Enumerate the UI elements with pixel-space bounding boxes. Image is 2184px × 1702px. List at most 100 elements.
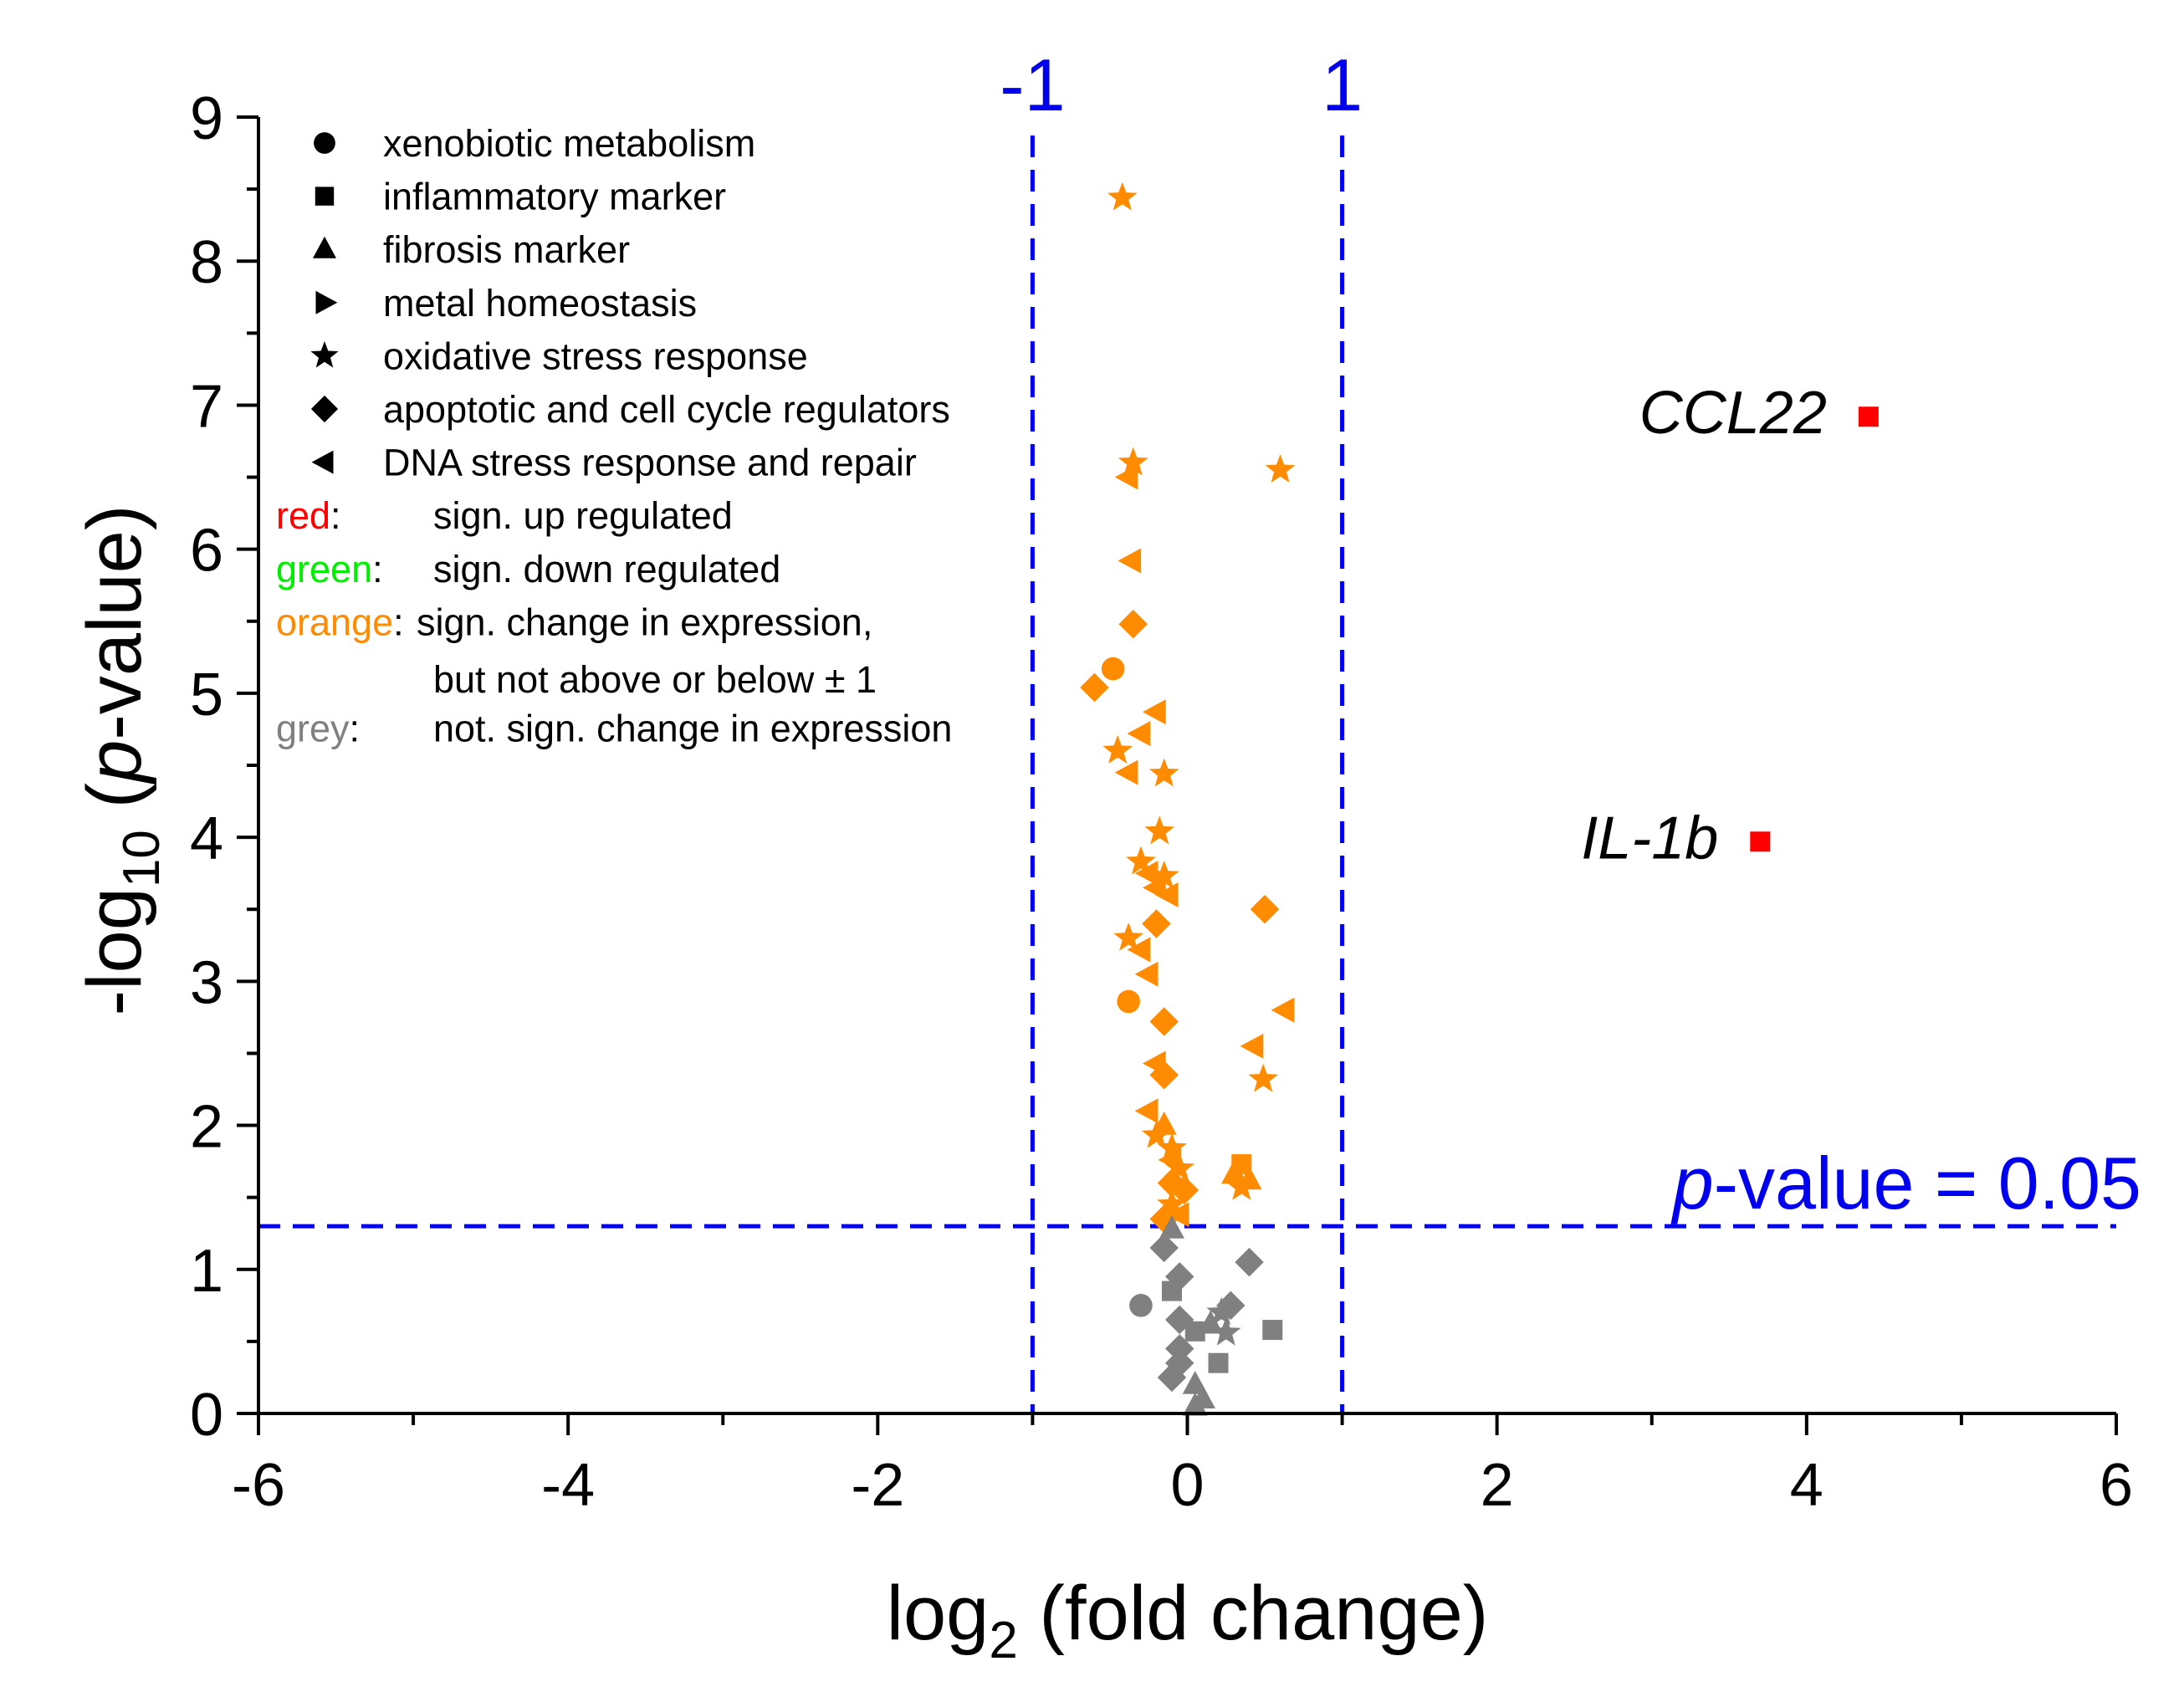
x-axis-title-sub: 2	[989, 1612, 1017, 1669]
threshold-label-fc-high: 1	[1322, 43, 1363, 126]
y-axis-title-p: p	[72, 740, 157, 785]
legend-marker-square	[315, 187, 335, 206]
data-point-change-22	[1127, 937, 1151, 963]
data-point-change-36	[1164, 1153, 1195, 1182]
y-tick-label-7: 7	[190, 373, 223, 440]
data-point-change-2	[1114, 464, 1138, 490]
legend-label-4: oxidative stress response	[383, 335, 808, 377]
data-point-change-34	[1157, 1132, 1187, 1162]
data-point-nonsig-16	[1157, 1362, 1187, 1393]
y-tick-label-0: 0	[190, 1382, 223, 1449]
y-axis-title: -log10 (p-value)	[72, 505, 171, 1016]
data-point-change-27	[1240, 1033, 1264, 1059]
legend-color-row-grey: grey:	[276, 708, 360, 750]
legend-color-key-grey: grey	[276, 708, 350, 750]
legend-color-text2-orange: but not above or below ± 1	[433, 658, 877, 701]
data-point-change-45	[1165, 1202, 1189, 1228]
y-axis-title-rest: -value)	[72, 505, 157, 740]
legend-color-row-orange: orange:	[276, 601, 404, 643]
data-point-change-23	[1134, 961, 1158, 987]
data-point-change-5	[1118, 609, 1148, 639]
data-point-nonsig-12	[1210, 1316, 1241, 1346]
legend-color-text-red: sign. up regulated	[433, 494, 733, 537]
data-point-nonsig-14	[1208, 1352, 1229, 1373]
data-point-nonsig-10	[1262, 1320, 1283, 1341]
annotation-label-0: CCL22	[1639, 380, 1827, 447]
data-point-change-13	[1144, 815, 1174, 845]
x-axis-title: log2 (fold change)	[887, 1571, 1489, 1669]
data-point-change-42	[1226, 1171, 1257, 1200]
annotation-label-1: IL-1b	[1581, 805, 1718, 871]
data-point-change-21	[1113, 922, 1143, 951]
data-point-nonsig-0	[1158, 1215, 1184, 1239]
legend-color-text-green: sign. down regulated	[433, 548, 780, 590]
legend-color-key-green: green	[276, 548, 372, 590]
data-point-change-18	[1154, 882, 1179, 907]
x-tick-label-6: 6	[2100, 1452, 2133, 1519]
data-point-change-15	[1134, 861, 1158, 887]
legend-color-key-orange: orange	[276, 601, 393, 643]
legend-label-0: xenobiotic metabolism	[383, 122, 755, 165]
data-point-change-9	[1127, 721, 1151, 747]
data-point-nonsig-4	[1161, 1280, 1182, 1301]
data-point-nonsig-1	[1149, 1233, 1179, 1263]
legend-marker-star	[310, 340, 339, 368]
data-point-nonsig-11	[1184, 1321, 1205, 1342]
threshold-layer: -1 1 p-value = 0.05	[258, 43, 2141, 1413]
legend: xenobiotic metabolism inflammatory marker…	[276, 122, 952, 750]
data-point-change-31	[1134, 1098, 1158, 1124]
threshold-label-fc-low: -1	[1000, 43, 1065, 126]
pvalue-label-rest: -value = 0.05	[1714, 1142, 2141, 1224]
y-tick-label-5: 5	[190, 662, 223, 728]
annotation-layer: CCL22 IL-1b	[1581, 380, 1827, 871]
legend-color-sep: :	[393, 601, 404, 643]
data-point-change-16	[1148, 860, 1179, 889]
legend-label-1: inflammatory marker	[383, 176, 726, 218]
data-point-change-25	[1117, 989, 1140, 1014]
y-tick-label-6: 6	[190, 518, 223, 585]
series-nonsig	[1129, 1215, 1283, 1416]
legend-marker-circle	[314, 132, 335, 154]
y-tick-label-8: 8	[190, 229, 223, 296]
data-point-nonsig-7	[1206, 1296, 1237, 1326]
legend-color-sep: :	[330, 494, 341, 537]
legend-marker-triangle-left	[311, 450, 334, 474]
x-axis-title-main: log	[887, 1571, 990, 1656]
x-tick-label-3: 0	[1170, 1452, 1204, 1519]
x-tick-label-0: -6	[232, 1452, 285, 1519]
data-point-change-20	[1142, 909, 1171, 938]
y-axis-title-sub: 10	[113, 830, 171, 887]
data-point-nonsig-19	[1182, 1392, 1208, 1416]
legend-color-sep: :	[350, 708, 361, 750]
legend-marker-diamond	[310, 395, 339, 423]
legend-marker-triangle-right	[315, 290, 338, 314]
data-point-change-11	[1148, 758, 1179, 787]
series-change	[1080, 181, 1296, 1234]
y-axis-title-pre: -log	[72, 887, 157, 1015]
data-point-change-3	[1265, 454, 1296, 483]
legend-label-2: fibrosis marker	[383, 228, 630, 271]
data-point-change-12	[1114, 759, 1138, 785]
data-point-change-4	[1118, 548, 1142, 574]
x-axis-title-rest: (fold change)	[1018, 1571, 1489, 1656]
x-tick-label-5: 4	[1790, 1452, 1823, 1519]
data-point-change-6	[1101, 657, 1125, 681]
legend-color-row-red: red:	[276, 494, 341, 537]
data-point-change-1	[1118, 447, 1148, 476]
data-point-change-10	[1102, 735, 1133, 764]
data-point-change-19	[1250, 894, 1280, 924]
data-point-change-14	[1126, 846, 1156, 875]
legend-color-key-red: red	[276, 494, 330, 537]
legend-marker-triangle-up	[313, 236, 336, 258]
legend-color-sep: :	[372, 548, 383, 590]
x-tick-label-1: -4	[541, 1452, 595, 1519]
y-tick-label-1: 1	[190, 1238, 223, 1305]
data-point-change-41	[1169, 1175, 1199, 1205]
data-point-up-1	[1750, 831, 1771, 852]
data-point-change-0	[1107, 181, 1138, 211]
y-tick-label-4: 4	[190, 805, 223, 872]
y-tick-label-9: 9	[190, 85, 223, 152]
